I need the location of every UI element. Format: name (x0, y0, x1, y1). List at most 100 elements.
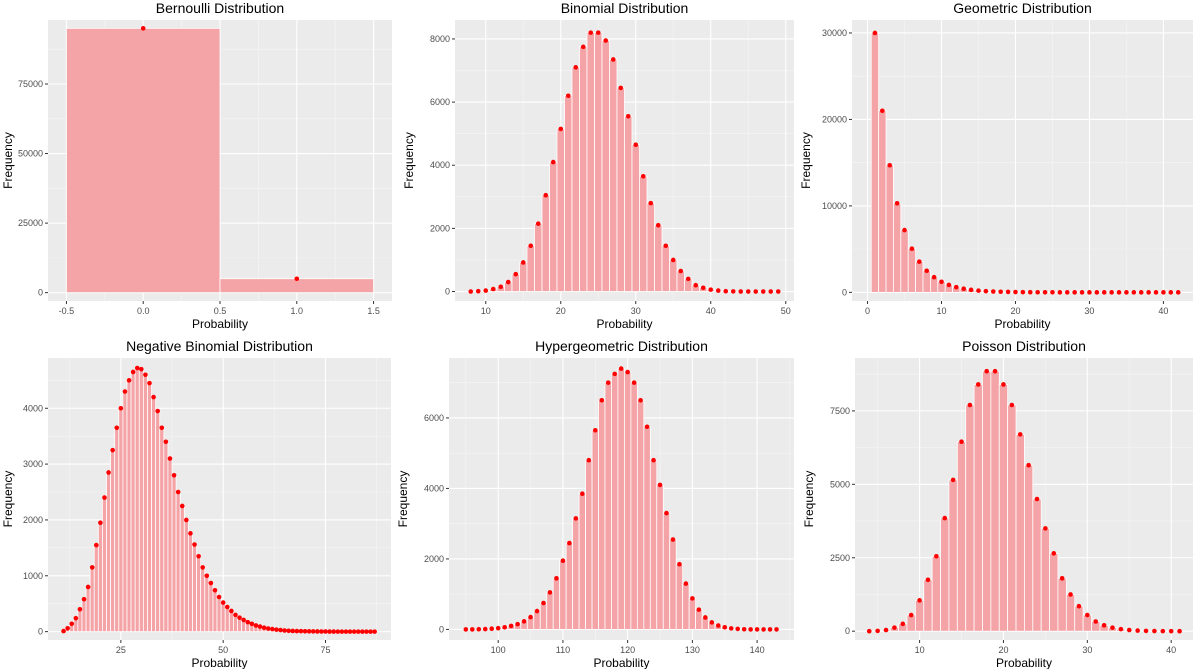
data-point (167, 456, 173, 461)
data-point (147, 380, 152, 386)
data-point (368, 629, 373, 634)
data-point (184, 517, 189, 523)
bar (224, 606, 230, 633)
data-point (664, 510, 669, 516)
data-point (887, 162, 893, 168)
x-axis-label: Probability (596, 317, 652, 331)
chart-title: Geometric Distribution (953, 0, 1092, 16)
chart-title: Poisson Distribution (962, 338, 1086, 354)
data-point (265, 626, 271, 631)
data-point (774, 627, 779, 632)
data-point (1001, 382, 1006, 387)
data-point (595, 30, 601, 35)
data-point (610, 57, 616, 62)
data-point (216, 594, 222, 600)
bar (669, 259, 678, 292)
y-axis-label: Frequency (1, 471, 15, 528)
data-point (685, 276, 691, 282)
data-point (908, 612, 914, 618)
bar (138, 368, 144, 633)
data-point (1068, 592, 1073, 597)
bar (931, 555, 941, 632)
points (872, 30, 1181, 295)
bar (940, 517, 950, 632)
data-point (513, 271, 519, 277)
data-point (580, 44, 586, 50)
bar (546, 592, 554, 630)
data-point (967, 402, 973, 408)
bar (649, 459, 658, 630)
data-point (1093, 619, 1099, 624)
bar (1057, 577, 1067, 632)
bar (914, 599, 925, 632)
data-point (1005, 289, 1011, 295)
bar (97, 522, 103, 633)
data-point (294, 628, 300, 634)
x-tick-label: 120 (620, 645, 635, 655)
data-point (730, 289, 736, 294)
data-point (298, 628, 304, 634)
bars (873, 370, 1176, 632)
data-point (961, 286, 966, 292)
data-point (677, 561, 682, 567)
bar (183, 519, 189, 633)
data-point (599, 398, 605, 403)
chart-title: Hypergeometric Distribution (535, 338, 708, 354)
data-point (98, 520, 103, 526)
data-point (482, 626, 488, 632)
bars (61, 367, 337, 633)
bar (1007, 404, 1017, 632)
data-point (1034, 496, 1040, 502)
data-point (224, 604, 230, 610)
bar (216, 596, 222, 633)
bar (565, 542, 574, 630)
bar (167, 458, 173, 633)
data-point (1043, 526, 1048, 531)
data-point (315, 629, 320, 634)
data-point (975, 382, 981, 387)
bar (1024, 464, 1034, 632)
bar (617, 368, 625, 630)
data-point (535, 221, 541, 226)
data-point (1131, 290, 1137, 295)
y-tick-label: 6000 (430, 97, 450, 107)
data-point (1087, 290, 1092, 295)
data-point (208, 580, 214, 586)
bar (956, 441, 967, 632)
bar (965, 404, 975, 632)
data-point (547, 590, 553, 595)
data-point (241, 617, 246, 623)
data-point (1085, 612, 1090, 618)
bar (1065, 594, 1076, 632)
data-point (565, 93, 571, 99)
bar (552, 577, 561, 630)
x-tick-label: 30 (1082, 645, 1092, 655)
bar (598, 399, 606, 630)
bar (126, 379, 132, 633)
data-point (188, 531, 193, 536)
data-point (212, 588, 218, 593)
data-point (290, 628, 296, 634)
bar (669, 539, 677, 630)
points (468, 30, 781, 294)
data-point (1079, 290, 1085, 295)
bar (1049, 552, 1059, 632)
data-point (1035, 289, 1040, 295)
data-point (761, 627, 766, 632)
chart-title: Binomial Distribution (561, 0, 689, 16)
data-point (663, 243, 669, 249)
x-tick-label: 25 (116, 645, 126, 655)
data-point (543, 192, 549, 198)
data-point (339, 629, 345, 634)
data-point (605, 380, 611, 385)
x-tick-label: 40 (1158, 306, 1168, 316)
data-point (644, 424, 650, 430)
bar (142, 374, 148, 633)
data-point (983, 288, 989, 294)
hypergeometric-distribution-chart: 100 110 120 130 140 0 2000 4000 6000 Hypergeometr… (396, 338, 794, 669)
data-point (134, 365, 140, 371)
bar (77, 608, 83, 633)
bar (611, 373, 619, 630)
y-tick-label: 6000 (424, 413, 444, 423)
x-axis-label: Probability (994, 317, 1050, 331)
